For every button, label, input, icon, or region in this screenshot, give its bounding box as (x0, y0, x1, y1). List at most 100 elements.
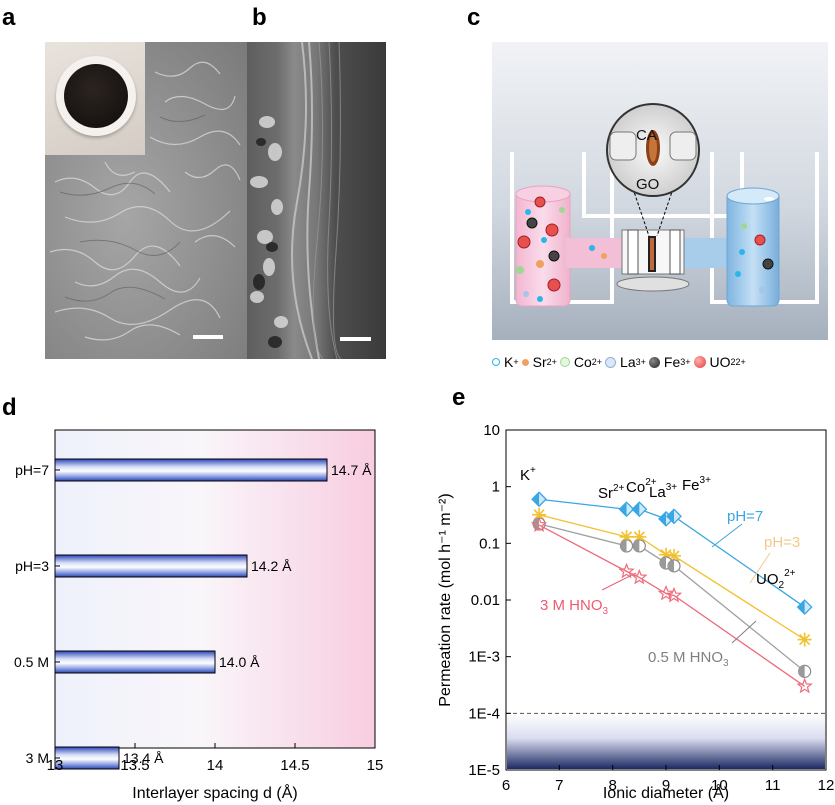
data-point (530, 516, 548, 533)
legend-la: La 3+ (605, 354, 646, 370)
legend-uo2: UO 2 2+ (693, 354, 746, 370)
bar-0 (54, 458, 328, 482)
annotation-0-5m-hno3: 0.5 M HNO3 (648, 649, 729, 669)
data-point (798, 664, 812, 678)
sem-surface-image (45, 42, 247, 359)
category-label: pH=7 (15, 462, 49, 478)
zoom-label-go: GO (636, 176, 659, 193)
cell-frame (582, 152, 744, 218)
x-tick-label: 7 (555, 777, 563, 794)
detection-limit-shade (507, 713, 825, 769)
data-point (531, 491, 547, 508)
x-tick-label: 8 (608, 777, 616, 794)
sr-ion-icon (521, 358, 529, 366)
scale-bar (193, 335, 223, 339)
panel-label-c: c (467, 4, 481, 31)
panel-label-a: a (2, 4, 16, 31)
x-tick-label: 14 (207, 757, 224, 774)
data-point (619, 529, 634, 544)
x-tick-label: 12 (818, 777, 835, 794)
value-label: 13.4 Å (123, 750, 164, 766)
h-cell-schematic: CA GO (492, 42, 828, 340)
data-point (666, 508, 682, 525)
data-point (657, 584, 675, 601)
ion-label: UO22+ (756, 568, 796, 591)
annotation-3m-hno3: 3 M HNO3 (540, 597, 609, 617)
panel-label-e: e (452, 384, 466, 411)
category-label: pH=3 (15, 558, 49, 574)
category-label: 0.5 M (14, 654, 49, 670)
series-line (538, 498, 806, 608)
value-label: 14.0 Å (219, 654, 260, 670)
ion-label: La3+ (649, 482, 677, 501)
value-label: 14.7 Å (331, 462, 372, 478)
membrane-disc (56, 56, 136, 136)
scale-bar (340, 337, 371, 341)
x-tick-label: 14.5 (280, 757, 309, 774)
ion-label: Co2+ (626, 477, 657, 496)
fe-ion-icon (648, 356, 660, 368)
ion-label: Sr2+ (598, 483, 625, 502)
y-tick-label: 1E-3 (468, 649, 500, 666)
category-label: 3 M (26, 750, 49, 766)
data-point (631, 568, 648, 585)
legend-fe: Fe 3+ (648, 354, 691, 370)
legend-k: K + (492, 354, 519, 370)
y-tick-label: 10 (483, 422, 500, 439)
y-tick-label: 1E-5 (468, 762, 500, 779)
sem-wrinkle-texture (49, 61, 241, 341)
x-axis-label: Interlayer spacing d (Å) (132, 783, 297, 802)
legend-co: Co 2+ (559, 354, 602, 370)
x-tick-label: 13.5 (120, 757, 149, 774)
series-line (538, 524, 806, 687)
membrane-photo-inset (45, 42, 145, 155)
la-ion-icon (605, 356, 617, 368)
ion-particles (516, 196, 774, 302)
panel-label-b: b (252, 4, 267, 31)
x-tick-label: 13 (47, 757, 64, 774)
x-tick-label: 6 (502, 777, 510, 794)
ion-legend: K + Sr 2+ Co 2+ La 3+ Fe 3+ UO 2 2+ (492, 352, 832, 372)
chart-d-interlayer-spacing: pH=7 14.7 Å pH=3 14.2 Å 0.5 M 14.0 Å 3 M 13.4 Å… (14, 429, 383, 802)
x-axis-label: Ionic diameter (Å) (603, 783, 729, 802)
x-tick-label: 10 (711, 777, 728, 794)
plot-background (54, 429, 376, 749)
permeate-reservoir (726, 191, 780, 307)
data-point (796, 599, 813, 615)
data-point (665, 586, 683, 603)
legend-sr: Sr 2+ (521, 354, 557, 370)
ion-label: K+ (520, 465, 536, 484)
annotation-ph7: pH=7 (727, 508, 763, 525)
panel-label-d: d (2, 394, 17, 421)
bar-1 (54, 554, 248, 578)
y-tick-label: 1E-4 (468, 705, 500, 722)
data-point (632, 539, 646, 553)
x-tick-label: 11 (765, 777, 781, 794)
bar-3 (54, 746, 120, 770)
annotation-ph3: pH=3 (764, 534, 800, 551)
y-tick-label: 0.01 (471, 592, 500, 609)
data-point (796, 677, 813, 694)
data-point (618, 562, 635, 579)
series-line (538, 523, 806, 672)
sem-layer-texture (250, 42, 342, 359)
uo2-ion-icon (693, 356, 706, 368)
ion-label: Fe3+ (682, 475, 711, 494)
series-0-5-m-hno3 (532, 517, 812, 678)
value-label: 14.2 Å (251, 558, 292, 574)
chart-e-permeation-rate: 6 7 8 9 10 11 12 10 1 0.1 0.01 1E-3 1E-4 1E-5 K+ Sr2+ C… (437, 422, 835, 802)
data-point (667, 559, 681, 573)
data-point (631, 501, 648, 518)
x-tick-label: 9 (662, 777, 670, 794)
y-tick-label: 1 (492, 479, 500, 496)
series-line (538, 514, 806, 641)
series-ph-7 (531, 491, 813, 615)
zoom-label-ca: CA (636, 127, 657, 144)
y-tick-label: 0.1 (479, 535, 500, 552)
k-ion-icon (492, 358, 500, 366)
y-axis-label: Permeation rate (mol h⁻¹ m⁻²) (437, 493, 454, 706)
data-point (619, 539, 634, 553)
series-3-m-hno3 (530, 516, 813, 694)
sem-cross-section-image (247, 42, 386, 359)
bar-2 (54, 650, 216, 674)
